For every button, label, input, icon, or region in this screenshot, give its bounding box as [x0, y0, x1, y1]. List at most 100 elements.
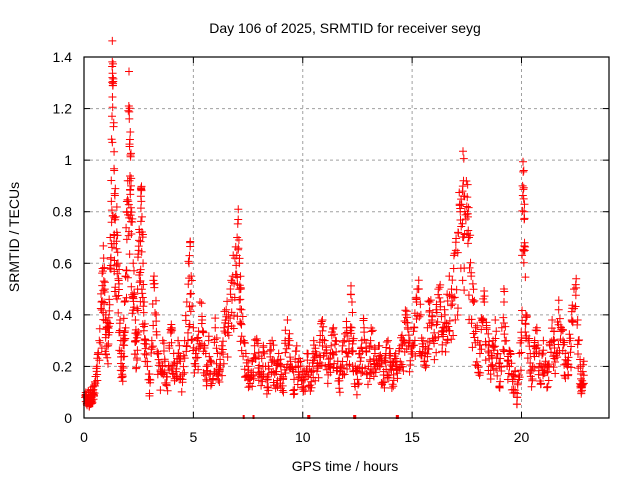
data-point — [481, 356, 490, 365]
x-tick-label: 5 — [189, 429, 197, 445]
data-point — [480, 292, 489, 301]
data-point — [120, 335, 129, 344]
data-point — [305, 362, 314, 371]
data-point — [99, 286, 108, 295]
data-point — [312, 367, 321, 376]
data-point — [124, 197, 133, 206]
data-point — [317, 317, 326, 326]
data-point — [458, 276, 467, 285]
data-point — [276, 384, 285, 393]
data-point — [570, 304, 579, 313]
data-point — [99, 254, 108, 263]
data-point — [445, 326, 454, 335]
data-point — [197, 299, 206, 308]
data-point — [215, 378, 224, 387]
data-point — [182, 342, 191, 351]
data-point — [326, 368, 335, 377]
data-point — [499, 318, 508, 327]
data-point — [328, 349, 337, 358]
data-point — [114, 308, 123, 317]
data-point — [138, 230, 147, 239]
data-point — [447, 335, 456, 344]
data-point — [572, 274, 581, 283]
data-point — [255, 361, 264, 370]
plot-frame — [83, 56, 610, 419]
data-point — [574, 336, 583, 345]
data-point — [223, 297, 232, 306]
data-point — [142, 350, 151, 359]
data-point — [319, 322, 328, 331]
data-point — [123, 273, 132, 282]
data-point — [469, 297, 478, 306]
data-point — [555, 314, 564, 323]
data-point — [520, 200, 529, 209]
data-point — [131, 338, 140, 347]
data-point — [188, 335, 197, 344]
data-point — [399, 367, 408, 376]
data-point — [238, 312, 247, 321]
data-point — [285, 329, 294, 338]
data-point — [104, 313, 113, 322]
data-point — [346, 323, 355, 332]
data-point — [216, 355, 225, 364]
data-point — [443, 297, 452, 306]
data-point — [286, 353, 295, 362]
data-point — [174, 349, 183, 358]
data-point — [120, 328, 129, 337]
data-point — [172, 364, 181, 373]
data-point — [110, 213, 119, 222]
data-point — [202, 377, 211, 386]
data-point — [218, 337, 227, 346]
x-tick-label: 20 — [514, 429, 530, 445]
data-point — [578, 380, 587, 389]
data-point — [513, 393, 522, 402]
data-point — [416, 300, 425, 309]
data-point — [330, 330, 339, 339]
data-point — [343, 331, 352, 340]
data-point — [107, 176, 116, 185]
data-point — [247, 372, 256, 381]
data-point — [570, 285, 578, 294]
data-point — [375, 341, 384, 350]
data-point — [371, 345, 380, 354]
data-point — [314, 373, 323, 382]
data-point — [509, 385, 518, 394]
data-point — [116, 316, 125, 325]
data-point — [416, 310, 425, 319]
data-point — [404, 325, 413, 334]
data-point — [509, 371, 518, 380]
data-point — [109, 59, 118, 68]
data-point — [205, 370, 214, 379]
data-point — [405, 367, 414, 376]
data-point — [522, 312, 531, 321]
data-point — [108, 138, 117, 147]
data-point — [143, 362, 152, 371]
data-point — [547, 324, 556, 333]
y-axis-label: SRMTID / TECUs — [6, 182, 22, 292]
data-point — [505, 362, 514, 371]
data-point — [107, 197, 116, 206]
x-axis-ticks: 0 5 10 15 20 — [80, 57, 529, 445]
data-point — [147, 348, 156, 357]
data-point — [206, 381, 215, 390]
data-point — [462, 202, 471, 211]
data-point — [521, 273, 530, 282]
data-point — [223, 352, 232, 361]
data-point — [112, 203, 121, 212]
data-point — [519, 258, 528, 267]
data-point — [520, 214, 529, 223]
data-point — [519, 166, 528, 175]
data-point — [350, 379, 359, 388]
data-point — [517, 348, 526, 357]
data-point — [131, 316, 140, 325]
data-point — [453, 248, 462, 257]
data-point — [458, 182, 467, 191]
data-point — [285, 336, 294, 345]
data-point — [579, 371, 588, 380]
data-point — [564, 371, 573, 380]
data-point — [129, 297, 138, 306]
data-point — [195, 297, 204, 306]
data-point — [466, 258, 475, 267]
data-point — [430, 339, 439, 348]
